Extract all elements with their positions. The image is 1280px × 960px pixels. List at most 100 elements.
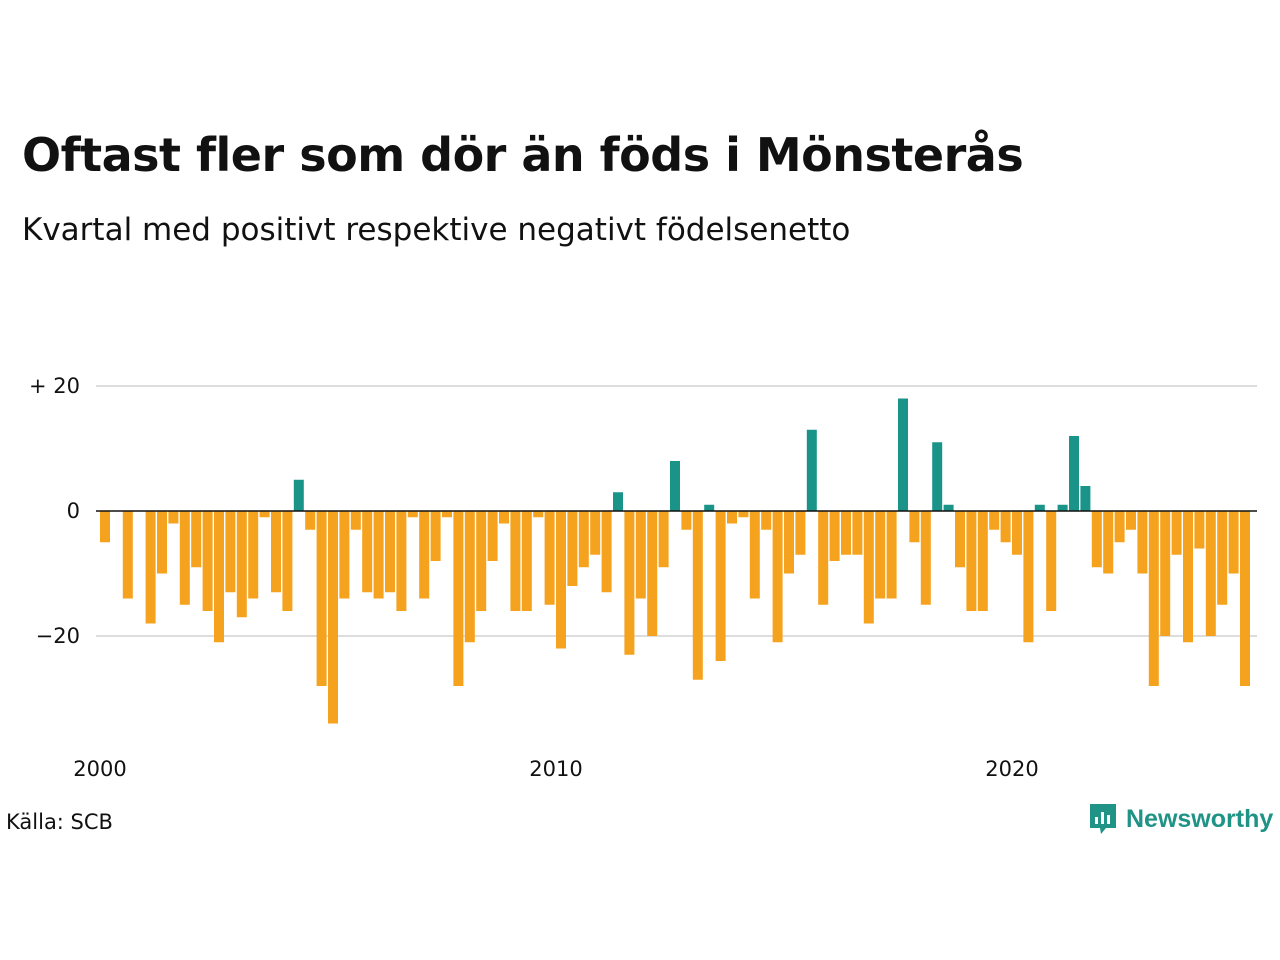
bar-negative <box>521 511 532 611</box>
bar-negative <box>556 511 566 649</box>
bars <box>100 398 1250 724</box>
bar-negative <box>1103 511 1114 574</box>
chart-subtitle: Kvartal med positivt respektive negativt… <box>22 212 851 248</box>
bar-positive <box>1080 486 1091 511</box>
bar-negative <box>259 511 270 518</box>
bar-negative <box>225 511 236 593</box>
bar-negative <box>157 511 167 574</box>
bar-positive <box>704 504 715 511</box>
bar-negative <box>727 511 737 524</box>
bar-negative <box>784 511 794 574</box>
bar-negative <box>647 511 658 636</box>
bar-negative <box>977 511 988 611</box>
x-tick-label: 2000 <box>73 757 126 781</box>
bar-negative <box>601 511 612 593</box>
bar-negative <box>464 511 475 643</box>
bar-negative <box>841 511 851 555</box>
bar-negative <box>1194 511 1205 549</box>
bar-positive <box>898 398 908 511</box>
bar-positive <box>943 504 954 511</box>
bar-negative <box>1160 511 1171 636</box>
grid-lines <box>96 385 1257 637</box>
bar-negative <box>385 511 395 593</box>
bar-negative <box>1217 511 1228 605</box>
bar-negative <box>738 511 749 518</box>
bar-negative <box>202 511 213 611</box>
bar-negative <box>168 511 179 524</box>
newsworthy-brand[interactable]: Newsworthy <box>1088 802 1273 836</box>
bar-negative <box>966 511 977 611</box>
bar-negative <box>1240 511 1250 686</box>
chart-title: Oftast fler som dör än föds i Mönsterås <box>22 128 1024 182</box>
bar-negative <box>419 511 430 599</box>
bar-negative <box>1012 511 1022 555</box>
bar-negative <box>339 511 350 599</box>
bar-negative <box>453 511 464 686</box>
bar-positive <box>932 442 943 511</box>
bar-negative <box>1171 511 1182 555</box>
bar-negative <box>145 511 156 624</box>
x-tick-label: 2010 <box>529 757 582 781</box>
bar-negative <box>179 511 190 605</box>
bar-negative <box>510 511 521 611</box>
brand-name: Newsworthy <box>1126 804 1274 833</box>
bar-negative <box>1000 511 1011 543</box>
bar-negative <box>1126 511 1136 530</box>
y-tick-label: 0 <box>67 499 80 523</box>
bar-negative <box>1183 511 1193 643</box>
bar-negative <box>920 511 931 605</box>
bar-negative <box>692 511 703 680</box>
bar-negative <box>681 511 692 530</box>
bar-negative <box>1205 511 1216 636</box>
bar-negative <box>191 511 202 568</box>
bar-negative <box>658 511 669 568</box>
bar-negative <box>1023 511 1034 643</box>
newsworthy-logo-icon <box>1090 804 1116 834</box>
bar-negative <box>852 511 863 555</box>
bar-negative <box>761 511 772 530</box>
bar-negative <box>362 511 373 593</box>
bar-negative <box>1091 511 1102 568</box>
bar-negative <box>214 511 224 643</box>
bar-negative <box>1228 511 1239 574</box>
bar-negative <box>1114 511 1125 543</box>
bar-negative <box>430 511 441 561</box>
bar-negative <box>122 511 133 599</box>
bar-negative <box>407 511 418 518</box>
bar-negative <box>795 511 806 555</box>
bar-negative <box>248 511 259 599</box>
bar-chart: + 20 0 −20 2000 2010 2020 <box>29 374 1257 781</box>
bar-negative <box>909 511 920 543</box>
bar-negative <box>476 511 487 611</box>
bar-negative <box>271 511 281 593</box>
bar-negative <box>567 511 578 586</box>
bar-negative <box>818 511 829 605</box>
bar-negative <box>772 511 783 643</box>
bar-negative <box>396 511 407 611</box>
bar-negative <box>749 511 760 599</box>
bar-positive <box>1057 504 1068 511</box>
bar-positive <box>293 479 304 511</box>
bar-negative <box>886 511 897 599</box>
bar-negative <box>236 511 247 618</box>
bar-negative <box>328 511 338 724</box>
bar-negative <box>863 511 874 624</box>
bar-negative <box>624 511 635 655</box>
bar-negative <box>715 511 726 661</box>
bar-positive <box>1034 504 1045 511</box>
bar-negative <box>350 511 361 530</box>
bar-negative <box>955 511 965 568</box>
bar-positive <box>670 461 680 511</box>
y-tick-label: + 20 <box>29 374 80 398</box>
x-tick-label: 2020 <box>985 757 1038 781</box>
x-axis-ticks: 2000 2010 2020 <box>73 757 1038 781</box>
bar-negative <box>305 511 316 530</box>
bar-negative <box>635 511 646 599</box>
bar-negative <box>578 511 589 568</box>
bar-positive <box>806 429 817 511</box>
bar-negative <box>373 511 384 599</box>
bar-negative <box>499 511 509 524</box>
bar-negative <box>1046 511 1057 611</box>
bar-negative <box>442 511 452 518</box>
bar-negative <box>829 511 840 561</box>
